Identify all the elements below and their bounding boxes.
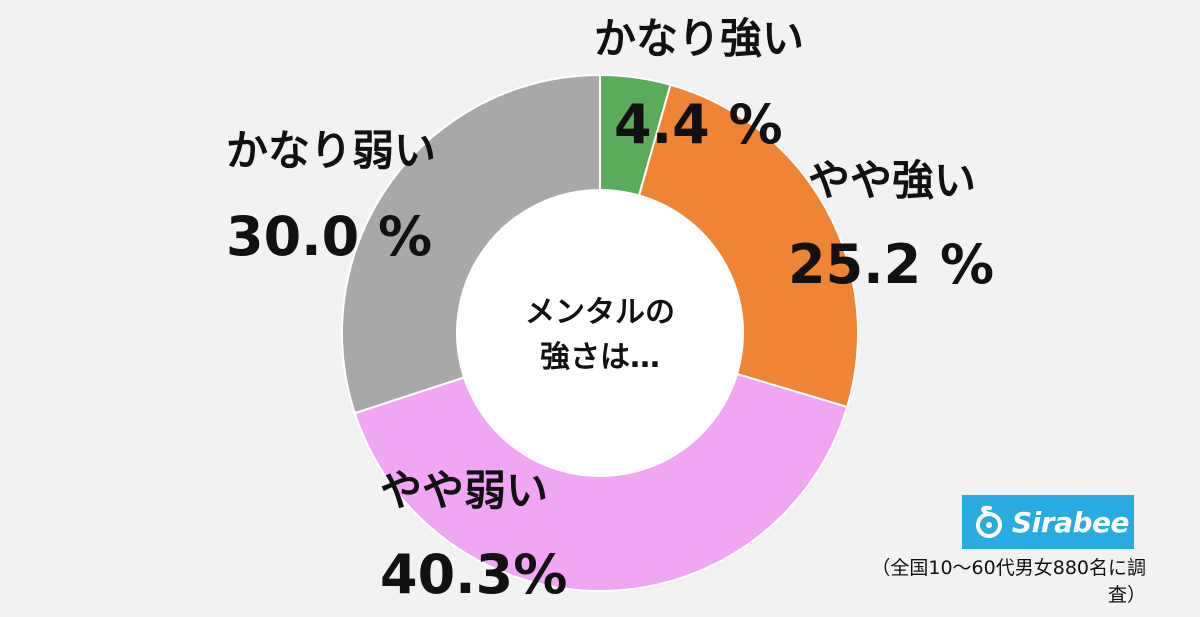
slice-label-yaya-tsuyoi: やや強い bbox=[808, 156, 977, 205]
slice-value-kanari-tsuyoi: 4.4 % bbox=[614, 93, 783, 156]
center-label-line-2: 強さは… bbox=[540, 340, 660, 375]
slice-label-kanari-yowai: かなり弱い bbox=[226, 126, 437, 175]
slice-value-yaya-yowai: 40.3% bbox=[380, 543, 568, 606]
slice-label-yaya-yowai: やや弱い bbox=[380, 466, 549, 515]
slice-value-yaya-tsuyoi: 25.2 % bbox=[788, 233, 995, 296]
sirabee-mark-icon bbox=[972, 505, 1006, 539]
donut-hole bbox=[457, 190, 743, 476]
chart-center-label: メンタルの 強さは… bbox=[500, 290, 700, 380]
sirabee-logo-text: Sirabee bbox=[1012, 505, 1130, 539]
sirabee-logo: Sirabee bbox=[962, 495, 1134, 549]
survey-source-note: （全国10〜60代男女880名に調査） bbox=[871, 557, 1146, 606]
slice-label-kanari-tsuyoi: かなり強い bbox=[594, 14, 805, 63]
slice-value-kanari-yowai: 30.0 % bbox=[226, 205, 433, 268]
center-label-line-1: メンタルの bbox=[525, 295, 675, 330]
